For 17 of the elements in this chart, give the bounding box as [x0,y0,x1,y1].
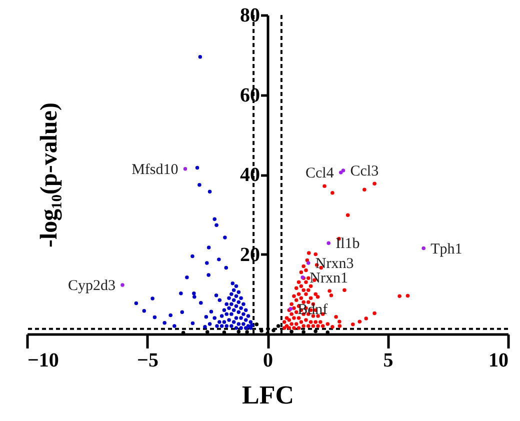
annotation: Tph1 [430,241,462,258]
annotation: Mfsd10 [132,162,178,178]
annotation: Il1b [336,236,360,252]
annotation: Nrxn3 [315,256,354,272]
x-tick-label: 0 [263,350,273,372]
annotation: Cyp2d3 [68,278,116,294]
y-tick-label: 80 [240,4,260,26]
annotation: Nrxn1 [310,270,348,286]
x-tick-label: −5 [137,350,158,372]
annotation: Ccl3 [350,164,379,180]
annotation: Ccl4 [306,166,334,182]
x-tick-label: 5 [383,350,394,372]
x-axis-title: LFC [242,380,294,410]
x-tick-label: 10 [488,350,508,372]
y-axis-title: -log₁₀(p-value) [36,102,62,248]
y-tick-label: 60 [240,84,260,106]
x-tick-label: −10 [28,350,59,372]
